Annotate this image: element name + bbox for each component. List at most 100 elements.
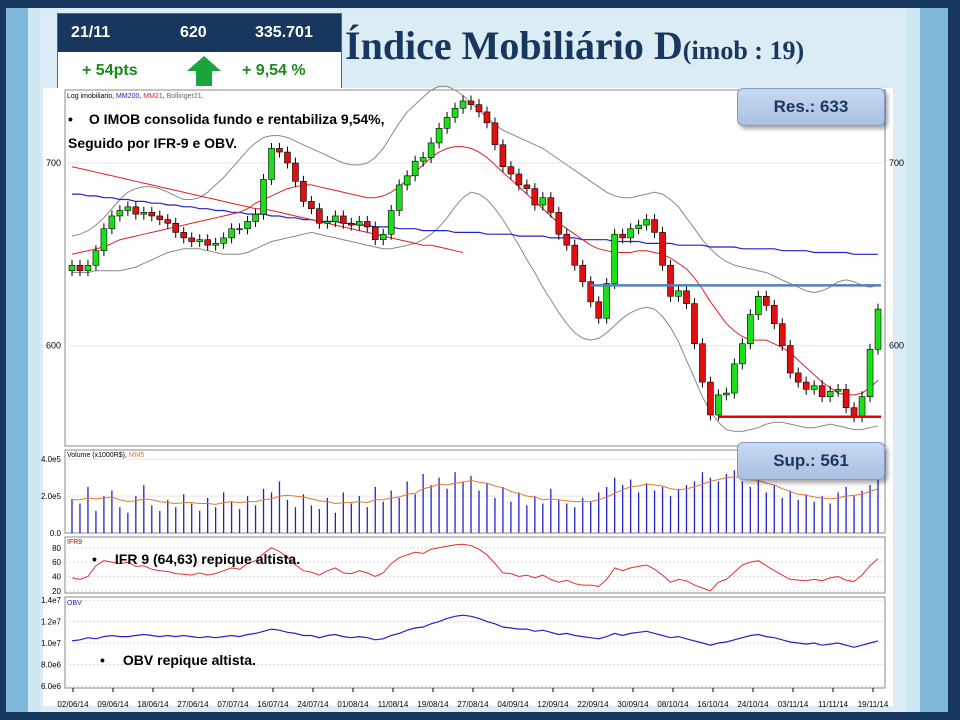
candle-bull (387, 210, 395, 235)
x-tick-label: 02/06/14 (57, 700, 89, 709)
page-title: Índice Mobiliário D(imob : 19) (345, 22, 804, 69)
ifr-tick-label: 40 (52, 572, 61, 581)
candle-bear (204, 239, 211, 246)
obv-tick-label: 8.0e6 (41, 660, 62, 669)
candle-bear (571, 244, 579, 266)
volume-tick-label: 0.0 (50, 529, 62, 538)
x-tick-label: 27/08/14 (457, 700, 489, 709)
candle-bull (810, 385, 818, 390)
x-tick-label: 12/09/14 (537, 700, 569, 709)
candle-bull (427, 142, 435, 158)
candle-bear (762, 295, 770, 306)
obv-note: • OBV repique altista. (100, 652, 256, 668)
candle-bear (348, 222, 355, 226)
candle-bear (786, 345, 794, 374)
y-tick-label-left: 600 (46, 341, 61, 351)
price-legend-part: MM200 (116, 93, 139, 100)
candle-bear (284, 151, 291, 164)
price-legend-part: , (139, 93, 143, 100)
bollinger-upper-line (71, 85, 879, 294)
price-legend-part: Log imobiliario, (67, 93, 116, 100)
candle-bear (292, 162, 299, 182)
candle-bull (220, 237, 227, 244)
candle-bear (188, 237, 195, 242)
volume-legend-part: Volume (x1000R$) (67, 452, 125, 459)
candle-bull (627, 228, 634, 239)
candle-bull (100, 228, 108, 251)
x-tick-label: 27/06/14 (177, 700, 209, 709)
candle-bear (180, 232, 188, 239)
candle-bull (611, 233, 618, 284)
price-note-line1: O IMOB consolida fundo e rentabiliza 9,5… (88, 111, 385, 127)
price-note: • O IMOB consolida fundo e rentabiliza 9,… (68, 111, 385, 151)
x-tick-label: 03/11/14 (778, 700, 809, 709)
candle-bear (555, 212, 563, 235)
x-tick-label: 19/11/14 (858, 700, 889, 709)
x-tick-label: 11/08/14 (378, 700, 409, 709)
ticker-header: 21/11 620 335.701 (58, 14, 341, 52)
candle-bear (76, 264, 84, 272)
x-tick-label: 11/11/14 (818, 700, 849, 709)
bollinger-lower-line (72, 191, 879, 432)
candle-bull (252, 213, 259, 222)
candle-bull (355, 221, 363, 226)
candle-bear (340, 215, 347, 224)
candle-bull (411, 160, 419, 177)
candle-bear (770, 305, 778, 324)
mm200-line (72, 193, 878, 255)
candle-bull (539, 197, 547, 206)
candle-bear (300, 180, 307, 202)
support-callout: Sup.: 561 (737, 442, 885, 480)
x-tick-label: 09/06/14 (97, 700, 129, 709)
candle-bear (172, 222, 180, 233)
y-tick-label-right: 700 (889, 158, 904, 168)
candle-bull (834, 389, 842, 392)
volume-legend-part: MM5 (129, 452, 145, 459)
ifr-tick-label: 80 (52, 544, 61, 553)
candle-bull (395, 184, 403, 211)
candle-bear (802, 381, 810, 390)
ticker-change: + 54pts + 9,54 % (58, 52, 341, 90)
candle-bull (116, 210, 124, 217)
price-legend-part: Bollinger21, (167, 93, 204, 100)
candle-bull (228, 228, 235, 239)
up-arrow-icon (187, 56, 221, 86)
candle-bull (858, 396, 866, 418)
candle-bull (874, 308, 882, 350)
resistance-callout: Res.: 633 (737, 88, 885, 126)
candle-bear (308, 201, 315, 209)
x-tick-label: 04/09/14 (497, 700, 529, 709)
candle-bear (595, 301, 602, 319)
candle-bear (164, 219, 172, 224)
candle-bear (499, 144, 507, 167)
candle-bull (435, 128, 443, 144)
candle-bull (443, 117, 451, 129)
candle-bull (731, 363, 738, 394)
obv-line (71, 614, 879, 648)
frame-bottom (0, 712, 960, 720)
ticker-box: 21/11 620 335.701 + 54pts + 9,54 % (57, 13, 342, 91)
x-tick-label: 08/10/14 (657, 700, 689, 709)
x-tick-label: 24/10/14 (737, 700, 769, 709)
candle-bear (507, 166, 515, 175)
x-tick-label: 24/07/14 (297, 700, 329, 709)
candle-bull (459, 100, 467, 109)
candle-bear (619, 233, 626, 239)
candle-bear (515, 173, 523, 186)
obv-note-text: OBV repique altista. (122, 652, 256, 668)
candle-bear (850, 407, 858, 418)
candle-bull (419, 157, 427, 162)
candle-bull (196, 239, 203, 242)
candle-bear (667, 264, 674, 297)
candle-bull (212, 243, 219, 246)
obv-tick-label: 1.0e7 (41, 639, 62, 648)
candle-bear (683, 290, 690, 304)
mm21-line (71, 146, 879, 396)
frame-left-pale (28, 0, 40, 720)
ifr-panel-frame (64, 536, 886, 594)
x-tick-label: 19/08/14 (417, 700, 449, 709)
candle-bull (124, 206, 132, 211)
candle-bear (547, 197, 555, 213)
ifr-note-text: IFR 9 (64,63) repique altista. (114, 551, 301, 567)
